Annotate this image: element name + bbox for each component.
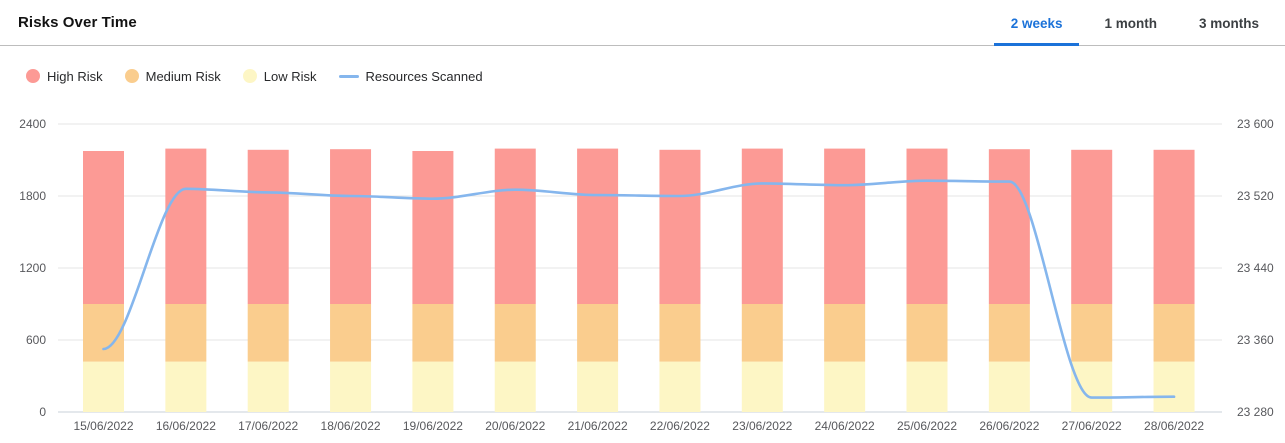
bar-segment-low-risk[interactable] [1153,361,1195,412]
left-axis-tick: 1200 [19,261,46,275]
legend-label: Resources Scanned [365,68,483,84]
bar-segment-low-risk[interactable] [330,361,372,412]
bar-segment-high-risk[interactable] [824,148,866,304]
x-axis-label: 15/06/2022 [73,419,133,433]
tab-2-weeks[interactable]: 2 weeks [993,0,1080,46]
x-axis-label: 21/06/2022 [568,419,628,433]
bar-segment-high-risk[interactable] [988,149,1030,304]
bar-segment-medium-risk[interactable] [824,304,866,362]
bar-segment-medium-risk[interactable] [577,304,619,362]
legend-item-low-risk: Low Risk [242,68,317,84]
right-axis-tick: 23 280 [1237,405,1274,419]
bar-segment-medium-risk[interactable] [659,304,701,362]
left-axis-tick: 0 [39,405,46,419]
medium-risk-dot-icon [124,69,139,83]
bar-segment-low-risk[interactable] [906,361,948,412]
bar-segment-medium-risk[interactable] [165,304,207,362]
legend-label: Low Risk [263,68,317,84]
x-axis-label: 17/06/2022 [238,419,298,433]
bar-segment-high-risk[interactable] [330,149,372,304]
page-title: Risks Over Time [18,14,137,31]
bar-segment-medium-risk[interactable] [741,304,783,362]
x-axis-label: 23/06/2022 [732,419,792,433]
right-axis-tick: 23 520 [1237,189,1274,203]
bar-segment-high-risk[interactable] [659,149,701,304]
x-axis-label: 19/06/2022 [403,419,463,433]
bar-segment-low-risk[interactable] [1071,361,1113,412]
left-axis-tick: 1800 [19,189,46,203]
bar-segment-low-risk[interactable] [83,361,124,412]
left-axis-tick: 2400 [19,117,46,131]
bar-segment-high-risk[interactable] [83,151,124,304]
x-axis-label: 27/06/2022 [1062,419,1122,433]
x-axis-label: 16/06/2022 [156,419,216,433]
legend-item-medium-risk: Medium Risk [124,68,221,84]
bar-segment-high-risk[interactable] [247,149,289,304]
bar-segment-high-risk[interactable] [577,148,619,304]
bar-segment-low-risk[interactable] [741,361,783,412]
bar-segment-medium-risk[interactable] [247,304,289,362]
tab-3-months[interactable]: 3 months [1182,0,1276,46]
x-axis-label: 20/06/2022 [485,419,545,433]
bar-segment-low-risk[interactable] [412,361,454,412]
legend-label: Medium Risk [145,68,221,84]
resources-scanned-line-icon [338,74,359,78]
legend-item-high-risk: High Risk [26,69,103,84]
x-axis-label: 24/06/2022 [815,419,875,433]
bar-segment-low-risk[interactable] [824,361,866,412]
bar-segment-high-risk[interactable] [741,148,783,304]
bar-segment-low-risk[interactable] [494,361,536,412]
x-axis-label: 28/06/2022 [1144,419,1204,433]
high-risk-dot-icon [26,69,40,83]
bar-segment-low-risk[interactable] [659,361,701,412]
left-axis-tick: 600 [26,333,46,347]
x-axis-label: 26/06/2022 [979,419,1039,433]
panel-header: Risks Over Time 2 weeks 1 month 3 months [0,0,1285,46]
bar-segment-high-risk[interactable] [412,151,454,304]
bar-segment-medium-risk[interactable] [494,304,536,362]
bar-segment-medium-risk[interactable] [906,304,948,362]
bar-segment-low-risk[interactable] [247,361,289,412]
resources-scanned-line[interactable] [102,179,1176,399]
bar-segment-medium-risk[interactable] [412,304,454,362]
bar-segment-high-risk[interactable] [494,148,536,304]
bar-segment-low-risk[interactable] [988,361,1030,412]
bar-segment-low-risk[interactable] [165,361,207,412]
x-axis-label: 22/06/2022 [650,419,710,433]
chart-legend: High Risk Medium Risk Low Risk Resources… [26,67,1285,85]
bar-segment-high-risk[interactable] [1153,149,1195,304]
x-axis-label: 18/06/2022 [321,419,381,433]
bar-segment-low-risk[interactable] [577,361,619,412]
right-axis-tick: 23 360 [1237,333,1274,347]
bar-segment-medium-risk[interactable] [1071,304,1113,362]
bar-segment-medium-risk[interactable] [1153,304,1195,362]
legend-label: High Risk [47,68,103,84]
tab-1-month[interactable]: 1 month [1087,0,1174,46]
right-axis-tick: 23 440 [1237,261,1274,275]
right-axis-tick: 23 600 [1237,117,1274,131]
bar-segment-medium-risk[interactable] [83,304,124,362]
x-axis-label: 25/06/2022 [897,419,957,433]
bar-segment-medium-risk[interactable] [988,304,1030,362]
low-risk-dot-icon [242,69,257,83]
time-range-tabs: 2 weeks 1 month 3 months [993,0,1276,46]
bar-segment-medium-risk[interactable] [330,304,372,362]
bar-segment-high-risk[interactable] [906,148,948,304]
risks-chart: 0 23 280 600 23 360 1200 23 440 1800 23 520 2400… [19,117,1274,433]
legend-item-resources-scanned: Resources Scanned [338,68,483,84]
bar-segment-high-risk[interactable] [1071,149,1113,304]
bar-segment-high-risk[interactable] [165,148,207,304]
